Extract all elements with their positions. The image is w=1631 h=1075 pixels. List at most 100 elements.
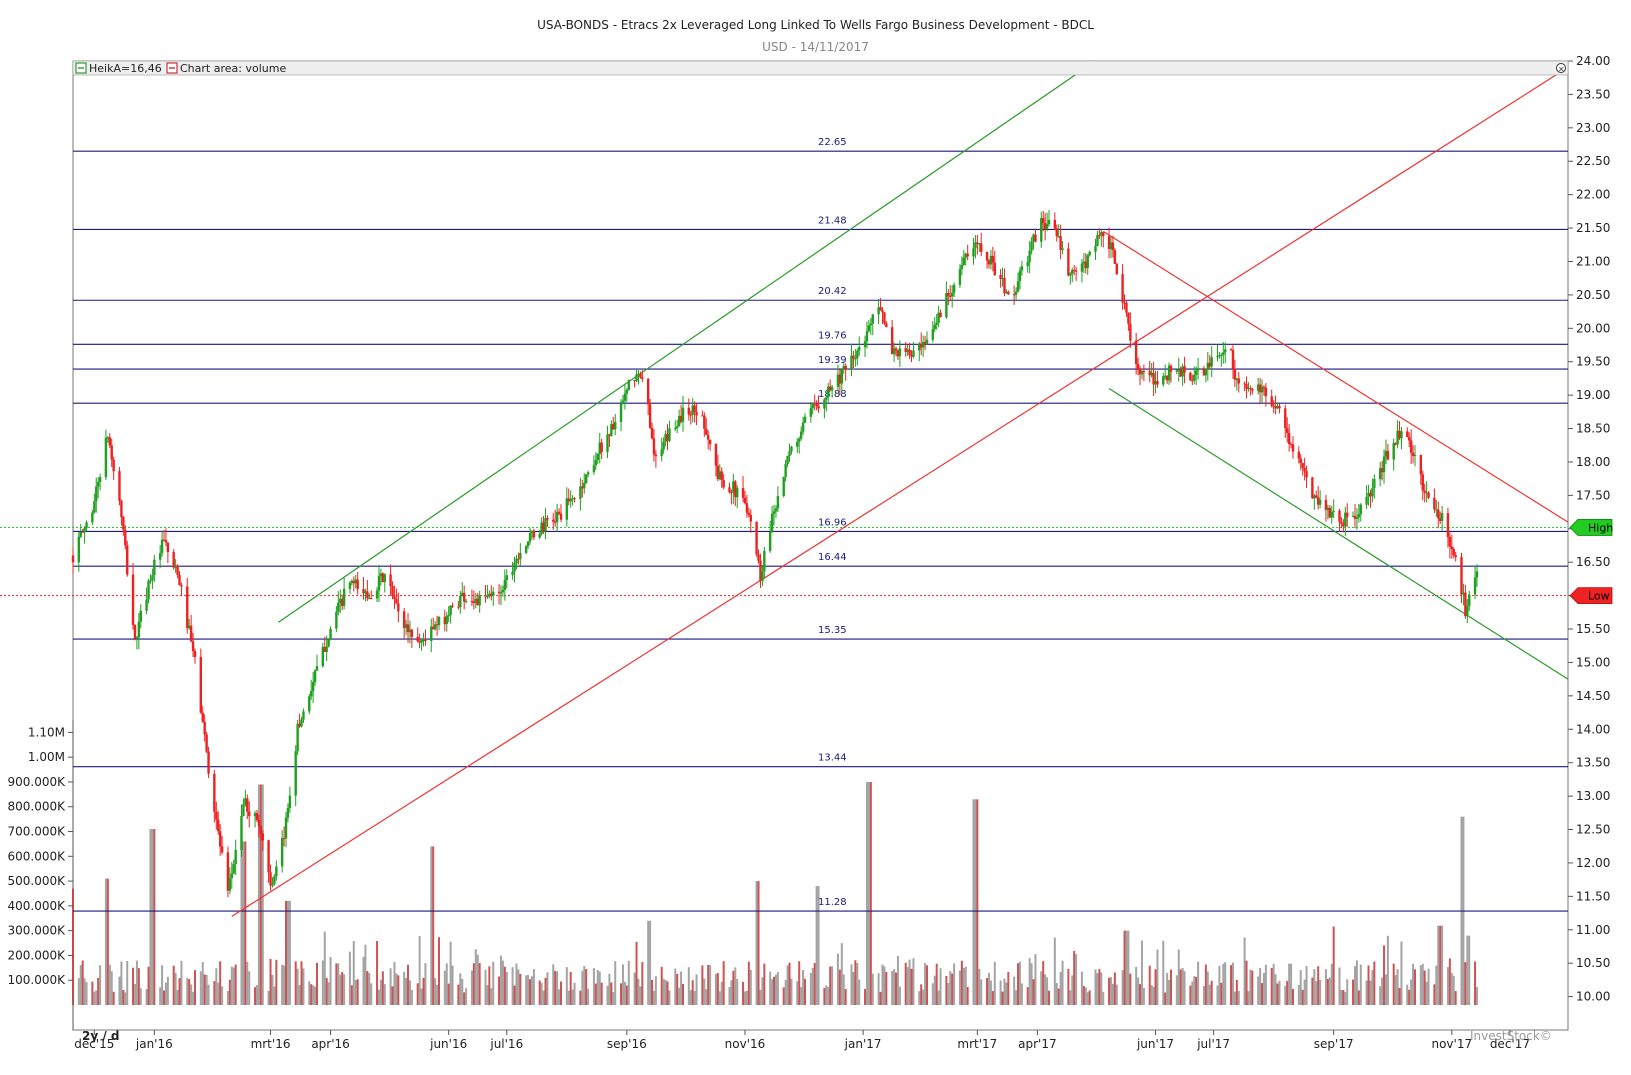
candle-body bbox=[1355, 517, 1359, 519]
volume-bar bbox=[438, 937, 441, 1005]
volume-bar bbox=[147, 966, 150, 1005]
candle-body bbox=[714, 444, 718, 466]
date-tick-label: jan'16 bbox=[135, 1037, 173, 1051]
level-label: 22.65 bbox=[818, 137, 847, 148]
volume-bar bbox=[104, 878, 107, 1005]
watermark: InvestStock© bbox=[1470, 1029, 1552, 1043]
candle-body bbox=[1373, 479, 1376, 489]
candle-body bbox=[614, 421, 617, 430]
volume-bar bbox=[918, 991, 921, 1005]
candle-body bbox=[1045, 224, 1049, 229]
candle-body bbox=[567, 498, 570, 502]
volume-bar bbox=[163, 990, 166, 1005]
candle-body bbox=[1291, 444, 1295, 452]
candle-body bbox=[284, 817, 288, 839]
volume-bar bbox=[153, 829, 156, 1005]
volume-bar bbox=[662, 978, 665, 1005]
candle-body bbox=[174, 565, 177, 568]
volume-bar bbox=[132, 967, 135, 1005]
candle-body bbox=[708, 439, 712, 445]
high-low-markers: High Low bbox=[1569, 519, 1613, 605]
candle-body bbox=[162, 539, 166, 541]
candle-body bbox=[213, 773, 216, 812]
candle-body bbox=[1270, 396, 1273, 406]
volume-bar bbox=[937, 990, 940, 1005]
candle-body bbox=[1216, 356, 1219, 358]
close-chart-area-icon[interactable] bbox=[1556, 63, 1566, 73]
volume-bar bbox=[408, 980, 411, 1005]
candle-body bbox=[553, 521, 557, 523]
candle-body bbox=[796, 441, 799, 447]
volume-bar bbox=[1137, 977, 1140, 1005]
candle-body bbox=[1142, 370, 1146, 372]
volume-bar bbox=[1080, 971, 1083, 1005]
plot-area-border bbox=[72, 60, 1569, 1031]
volume-bar bbox=[1127, 930, 1130, 1005]
volume-bar bbox=[1423, 970, 1426, 1005]
candle-body bbox=[1183, 366, 1186, 373]
candle-body bbox=[788, 451, 791, 457]
volume-bar bbox=[95, 990, 98, 1005]
volume-bar bbox=[1055, 983, 1058, 1005]
candle-body bbox=[309, 691, 313, 697]
candle-body bbox=[443, 617, 447, 625]
candle-body bbox=[1452, 548, 1455, 556]
volume-bar bbox=[370, 983, 373, 1005]
candle-body bbox=[732, 481, 735, 493]
candle-body bbox=[1448, 537, 1452, 547]
volume-bar bbox=[579, 990, 582, 1005]
volume-bar bbox=[743, 991, 746, 1005]
candle-body bbox=[433, 624, 437, 630]
candle-body bbox=[571, 498, 574, 500]
period-label[interactable]: 2y / d bbox=[82, 1029, 120, 1043]
date-tick-label: jul'16 bbox=[489, 1037, 523, 1051]
legend-heika-label: HeikA=16,46 bbox=[89, 62, 162, 75]
volume-bar bbox=[912, 958, 915, 1005]
price-tick-label: 21.00 bbox=[1576, 254, 1610, 268]
volume-bar bbox=[488, 966, 491, 1005]
candle-body bbox=[1129, 323, 1132, 341]
candle-body bbox=[110, 445, 113, 460]
volume-bar bbox=[1013, 976, 1016, 1005]
candle-body bbox=[240, 815, 243, 850]
candle-body bbox=[1326, 507, 1330, 511]
volume-bar bbox=[188, 979, 191, 1005]
volume-bar bbox=[434, 978, 437, 1005]
volume-bar bbox=[1414, 969, 1417, 1005]
candle-body bbox=[459, 595, 462, 608]
volume-bar bbox=[1082, 986, 1085, 1005]
candle-body bbox=[598, 442, 601, 455]
volume-bar bbox=[1053, 937, 1056, 1005]
volume-bar bbox=[664, 979, 667, 1005]
volume-bar bbox=[910, 968, 913, 1005]
level-label: 15.35 bbox=[818, 625, 847, 636]
volume-bar bbox=[207, 984, 210, 1005]
candle-body bbox=[201, 712, 204, 722]
volume-bar bbox=[85, 982, 88, 1005]
candle-body bbox=[623, 393, 627, 401]
candle-body bbox=[1313, 495, 1316, 499]
volume-bar bbox=[949, 971, 952, 1005]
volume-bar bbox=[625, 985, 628, 1005]
volume-bar bbox=[1096, 973, 1099, 1005]
candle-body bbox=[1468, 594, 1471, 607]
candle-body bbox=[404, 624, 408, 628]
volume-bar bbox=[474, 949, 477, 1005]
candle-body bbox=[203, 721, 206, 735]
volume-bar bbox=[190, 984, 193, 1005]
candle-body bbox=[625, 389, 629, 394]
price-tick-label: 10.00 bbox=[1576, 990, 1610, 1004]
candle-body bbox=[898, 348, 902, 357]
volume-bar bbox=[651, 979, 654, 1005]
volume-bar bbox=[519, 973, 522, 1005]
volume-bar bbox=[621, 964, 624, 1005]
candle-body bbox=[1138, 368, 1142, 375]
volume-bar bbox=[1357, 990, 1360, 1005]
volume-bar bbox=[377, 989, 380, 1005]
candle-body bbox=[776, 496, 780, 509]
candle-body bbox=[668, 428, 671, 441]
volume-bar bbox=[137, 968, 140, 1005]
volume-bar bbox=[614, 961, 617, 1005]
volume-bar bbox=[594, 983, 597, 1005]
volume-bar bbox=[817, 886, 820, 1005]
